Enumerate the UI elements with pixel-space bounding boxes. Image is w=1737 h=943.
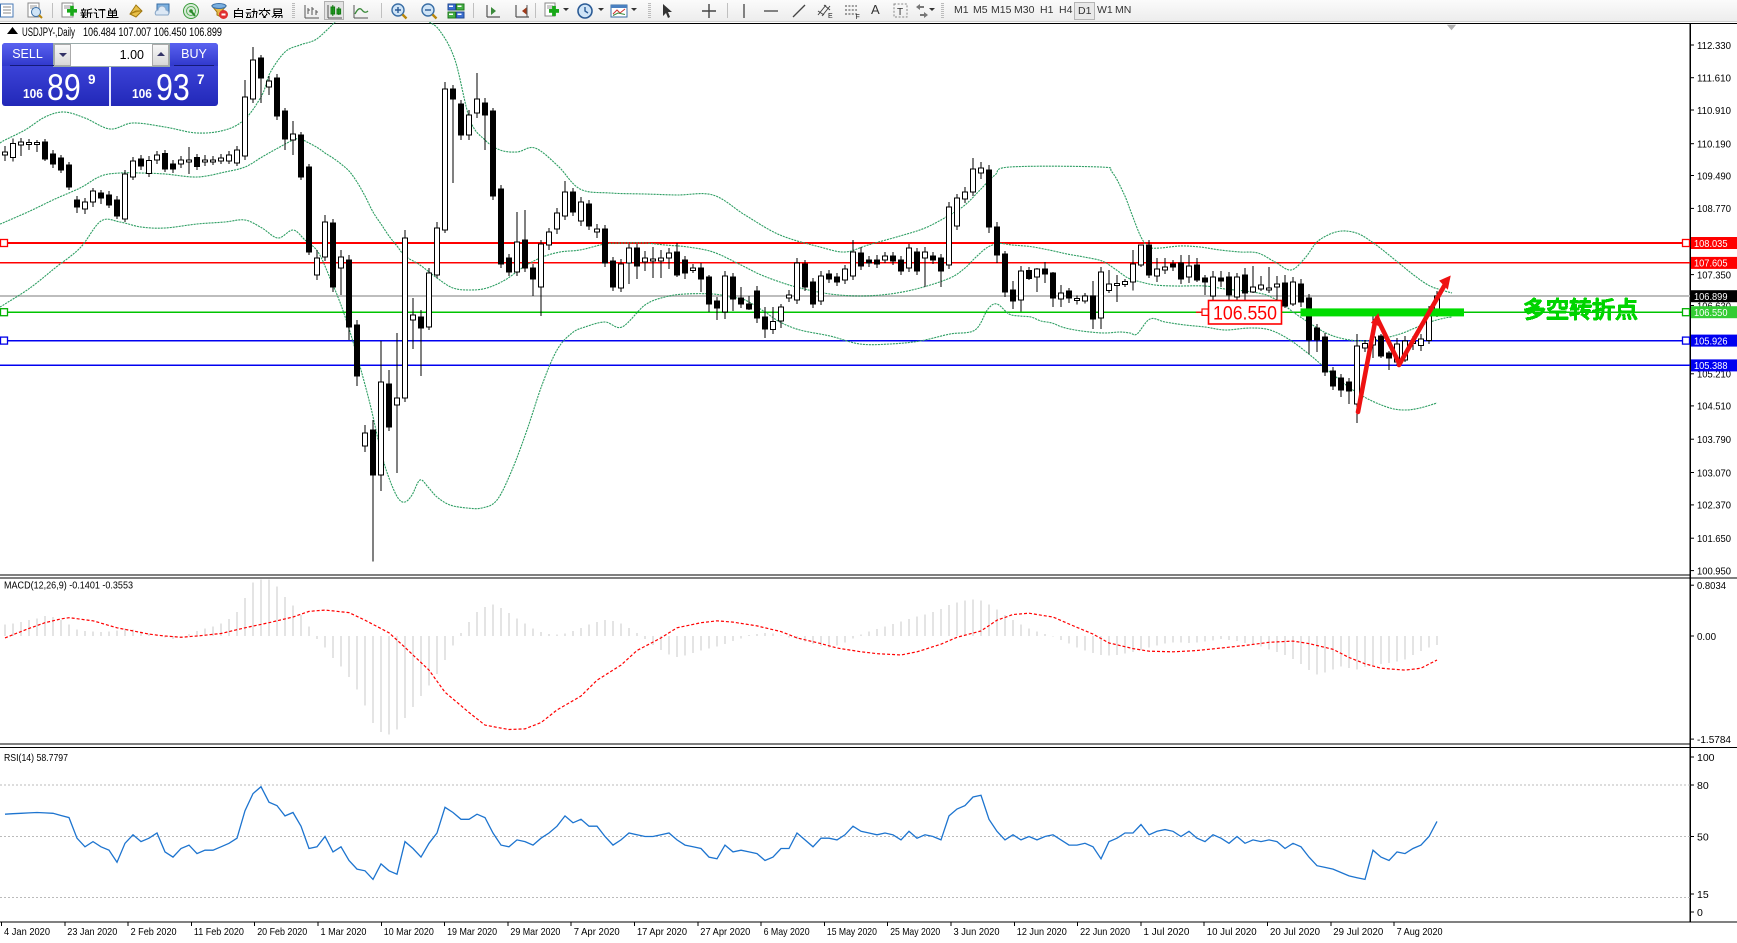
svg-text:106.899: 106.899 [1694, 291, 1728, 303]
svg-text:19 Mar 2020: 19 Mar 2020 [447, 926, 497, 938]
svg-text:109.490: 109.490 [1697, 170, 1731, 182]
svg-text:20 Jul 2020: 20 Jul 2020 [1270, 926, 1320, 938]
svg-text:MACD(12,26,9) -0.1401 -0.3553: MACD(12,26,9) -0.1401 -0.3553 [4, 580, 133, 592]
svg-text:12 Jun 2020: 12 Jun 2020 [1017, 926, 1067, 938]
svg-text:0.8034: 0.8034 [1697, 580, 1726, 592]
svg-text:100: 100 [1697, 752, 1715, 764]
svg-text:17 Apr 2020: 17 Apr 2020 [637, 926, 687, 938]
svg-text:106.550: 106.550 [1213, 303, 1277, 325]
svg-text:105.210: 105.210 [1697, 369, 1731, 381]
svg-text:0.00: 0.00 [1697, 631, 1716, 643]
svg-text:3 Jun 2020: 3 Jun 2020 [954, 926, 1000, 938]
svg-text:1 Jul 2020: 1 Jul 2020 [1143, 926, 1189, 938]
svg-text:104.510: 104.510 [1697, 401, 1731, 413]
svg-text:101.650: 101.650 [1697, 533, 1731, 545]
svg-text:RSI(14) 58.7797: RSI(14) 58.7797 [4, 752, 68, 764]
svg-text:105.926: 105.926 [1694, 335, 1728, 347]
svg-text:102.370: 102.370 [1697, 500, 1731, 512]
svg-text:20 Feb 2020: 20 Feb 2020 [257, 926, 307, 938]
svg-text:F: F [856, 14, 860, 20]
svg-text:T: T [897, 7, 903, 18]
svg-text:USDJPY-,Daily: USDJPY-,Daily [22, 27, 75, 39]
svg-text:1 Mar 2020: 1 Mar 2020 [321, 926, 367, 938]
svg-text:15: 15 [1697, 889, 1709, 901]
svg-text:50: 50 [1697, 831, 1709, 843]
svg-text:6 May 2020: 6 May 2020 [764, 926, 810, 938]
svg-text:100.950: 100.950 [1697, 565, 1731, 577]
svg-text:10 Mar 2020: 10 Mar 2020 [384, 926, 434, 938]
svg-text:103.070: 103.070 [1697, 467, 1731, 479]
svg-text:106.484 107.007 106.450 106.89: 106.484 107.007 106.450 106.899 [83, 27, 222, 39]
svg-text:103.790: 103.790 [1697, 434, 1731, 446]
svg-text:107.350: 107.350 [1697, 269, 1731, 281]
svg-text:15 May 2020: 15 May 2020 [827, 926, 877, 938]
svg-text:4 Jan 2020: 4 Jan 2020 [4, 926, 50, 938]
svg-text:110.910: 110.910 [1697, 105, 1731, 117]
svg-text:112.330: 112.330 [1697, 40, 1731, 52]
svg-text:105.388: 105.388 [1694, 360, 1728, 372]
svg-text:2 Feb 2020: 2 Feb 2020 [131, 926, 177, 938]
svg-text:11 Feb 2020: 11 Feb 2020 [194, 926, 244, 938]
svg-text:7 Apr 2020: 7 Apr 2020 [574, 926, 620, 938]
svg-text:22 Jun 2020: 22 Jun 2020 [1080, 926, 1130, 938]
svg-text:29 Jul 2020: 29 Jul 2020 [1333, 926, 1383, 938]
svg-text:E: E [828, 13, 833, 20]
svg-text:7 Aug 2020: 7 Aug 2020 [1397, 926, 1443, 938]
svg-text:29 Mar 2020: 29 Mar 2020 [510, 926, 560, 938]
svg-text:10 Jul 2020: 10 Jul 2020 [1207, 926, 1257, 938]
svg-text:80: 80 [1697, 780, 1709, 792]
svg-text:23 Jan 2020: 23 Jan 2020 [67, 926, 117, 938]
svg-text:108.770: 108.770 [1697, 203, 1731, 215]
svg-text:108.035: 108.035 [1694, 238, 1728, 250]
svg-text:111.610: 111.610 [1697, 73, 1731, 85]
svg-text:27 Apr 2020: 27 Apr 2020 [700, 926, 750, 938]
svg-text:107.605: 107.605 [1694, 258, 1728, 270]
svg-text:0: 0 [1697, 907, 1703, 919]
svg-text:-1.5784: -1.5784 [1697, 734, 1731, 746]
svg-text:106.550: 106.550 [1694, 307, 1728, 319]
svg-text:110.190: 110.190 [1697, 139, 1731, 151]
svg-text:25 May 2020: 25 May 2020 [890, 926, 940, 938]
